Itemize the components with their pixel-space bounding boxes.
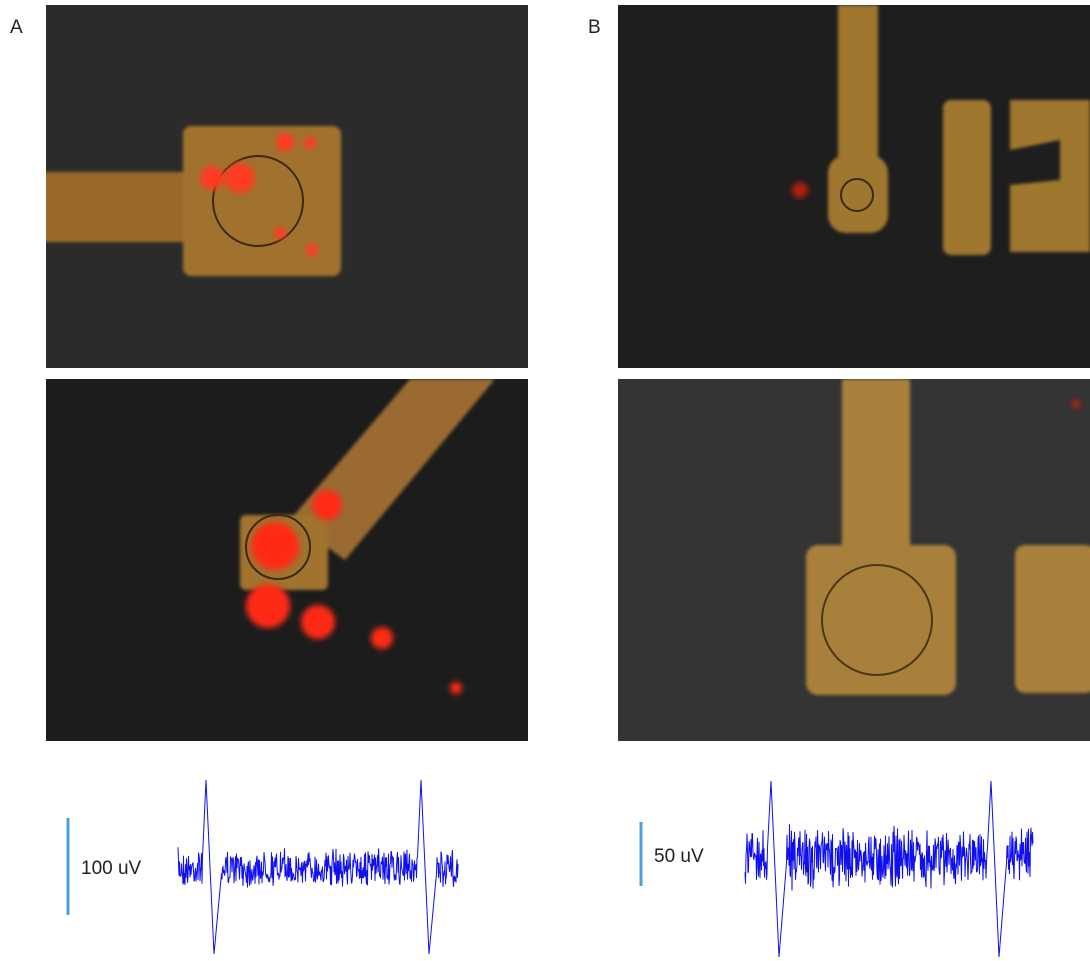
micrograph bbox=[618, 379, 1090, 741]
voltage-trace bbox=[745, 781, 1033, 957]
scale-bar-label: 50 uV bbox=[654, 846, 704, 867]
panel-label: A bbox=[10, 17, 23, 38]
micrograph bbox=[618, 5, 1090, 368]
panel-label: B bbox=[588, 17, 601, 38]
voltage-trace bbox=[178, 780, 458, 954]
micrograph bbox=[40, 5, 528, 368]
scale-bar-label: 100 uV bbox=[81, 858, 142, 879]
figure: A B bbox=[0, 0, 1090, 961]
micrograph bbox=[46, 379, 528, 741]
